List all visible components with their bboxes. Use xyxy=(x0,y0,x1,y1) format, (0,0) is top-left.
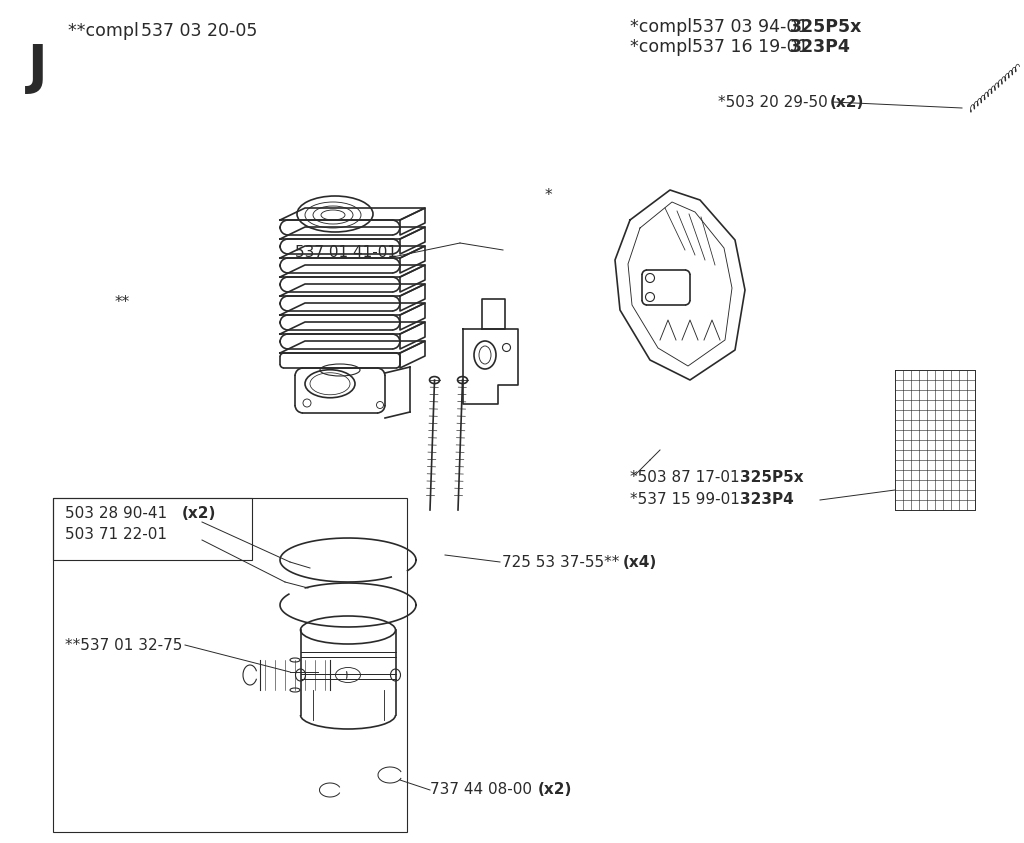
Text: 503 28 90-41: 503 28 90-41 xyxy=(65,506,172,521)
Text: (x2): (x2) xyxy=(538,782,572,797)
Text: 537 16 19-01: 537 16 19-01 xyxy=(692,38,814,56)
Text: 537 01 41-01: 537 01 41-01 xyxy=(295,245,397,260)
Text: 323P4: 323P4 xyxy=(790,38,851,56)
Text: 537 03 20-05: 537 03 20-05 xyxy=(141,22,257,40)
Text: 503 71 22-01: 503 71 22-01 xyxy=(65,527,167,542)
Text: J: J xyxy=(28,42,48,94)
Text: 325P5x: 325P5x xyxy=(740,470,804,485)
Text: **compl: **compl xyxy=(68,22,144,40)
Text: (x4): (x4) xyxy=(623,555,657,570)
Text: 325P5x: 325P5x xyxy=(790,18,862,36)
Text: *compl: *compl xyxy=(630,38,697,56)
Text: 323P4: 323P4 xyxy=(740,492,794,507)
Text: *537 15 99-01: *537 15 99-01 xyxy=(630,492,744,507)
Text: 725 53 37-55**: 725 53 37-55** xyxy=(502,555,625,570)
Text: *compl: *compl xyxy=(630,18,697,36)
Text: *503 20 29-50: *503 20 29-50 xyxy=(718,95,833,110)
Text: *503 87 17-01: *503 87 17-01 xyxy=(630,470,744,485)
Text: (x2): (x2) xyxy=(182,506,216,521)
Text: 737 44 08-00: 737 44 08-00 xyxy=(430,782,537,797)
Text: *: * xyxy=(545,188,553,203)
Text: **: ** xyxy=(115,295,130,310)
Text: (x2): (x2) xyxy=(830,95,864,110)
Text: **537 01 32-75: **537 01 32-75 xyxy=(65,638,182,653)
Text: 537 03 94-01: 537 03 94-01 xyxy=(692,18,814,36)
